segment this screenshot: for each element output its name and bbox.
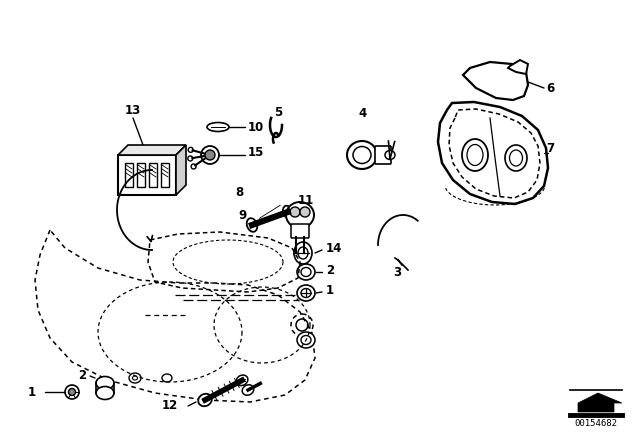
Ellipse shape [207,122,229,132]
Ellipse shape [283,206,292,218]
Ellipse shape [205,150,215,160]
Ellipse shape [247,218,257,232]
Ellipse shape [162,374,172,382]
Text: 14: 14 [326,241,342,254]
Text: 6: 6 [546,82,554,95]
Ellipse shape [129,373,141,383]
Ellipse shape [188,156,193,161]
Ellipse shape [188,147,193,152]
Text: 8: 8 [235,185,243,198]
Text: 00154682: 00154682 [575,418,618,427]
Text: 2: 2 [78,369,86,382]
Text: 10: 10 [248,121,264,134]
Ellipse shape [65,385,79,399]
Text: 1: 1 [28,385,36,399]
FancyBboxPatch shape [375,146,391,164]
Ellipse shape [297,332,315,348]
Ellipse shape [68,388,76,396]
Ellipse shape [300,207,310,217]
Text: 12: 12 [162,399,179,412]
Polygon shape [176,145,186,195]
Text: 15: 15 [248,146,264,159]
Ellipse shape [198,394,212,406]
Text: 1: 1 [326,284,334,297]
FancyBboxPatch shape [291,224,309,238]
Ellipse shape [347,141,377,169]
Ellipse shape [297,264,315,280]
Text: 7: 7 [546,142,554,155]
Polygon shape [578,393,622,412]
Text: 3: 3 [393,266,401,279]
Polygon shape [438,102,548,204]
Ellipse shape [96,387,114,400]
FancyBboxPatch shape [118,155,176,195]
Text: 2: 2 [326,263,334,276]
Polygon shape [118,145,186,155]
Ellipse shape [201,146,219,164]
Text: 9: 9 [238,208,246,221]
Ellipse shape [191,164,196,169]
Text: 11: 11 [298,194,314,207]
Ellipse shape [294,249,306,257]
Polygon shape [508,60,528,74]
Text: 13: 13 [125,103,141,116]
Ellipse shape [242,385,254,395]
Text: 5: 5 [274,105,282,119]
Ellipse shape [286,202,314,228]
Ellipse shape [294,242,312,264]
Ellipse shape [385,151,395,159]
Text: 4: 4 [358,107,366,120]
Ellipse shape [297,285,315,301]
Ellipse shape [236,375,248,386]
Ellipse shape [96,376,114,389]
Polygon shape [463,62,528,100]
Ellipse shape [290,207,300,217]
